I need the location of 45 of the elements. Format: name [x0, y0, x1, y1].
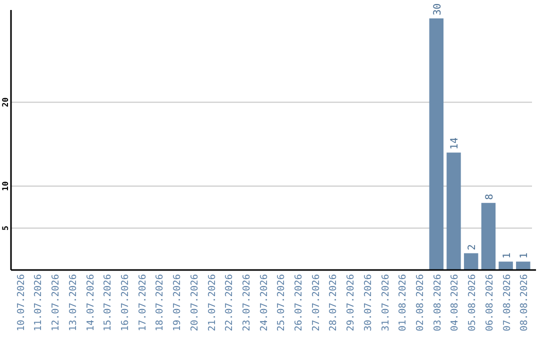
x-tick-label: 03.08.2026 [432, 274, 444, 332]
x-tick-label: 17.07.2026 [137, 274, 148, 332]
x-tick-label: 26.07.2026 [294, 274, 305, 332]
x-tick-label: 07.08.2026 [502, 274, 513, 332]
bar [516, 262, 530, 270]
bar [481, 202, 496, 270]
x-tick-label: 04.08.2026 [450, 274, 461, 332]
bar [498, 262, 513, 270]
x-tick-label: 11.07.2026 [33, 274, 44, 332]
data-label: 30 [432, 3, 444, 16]
x-tick-label: 21.07.2026 [206, 274, 218, 332]
x-tick-label: 22.07.2026 [224, 274, 236, 332]
x-tick-label: 19.07.2026 [172, 274, 184, 332]
x-tick-label: 18.07.2026 [154, 274, 166, 332]
y-tick-label: 5 [1, 225, 10, 230]
x-tick-label: 27.07.2026 [310, 274, 322, 332]
bar [446, 152, 461, 270]
data-label: 1 [502, 252, 513, 259]
bar [429, 18, 444, 270]
data-label: 14 [450, 138, 461, 150]
x-tick-label: 13.07.2026 [68, 274, 79, 332]
x-tick-label: 12.07.2026 [50, 274, 62, 332]
x-tick-label: 16.07.2026 [120, 274, 131, 332]
x-tick-label: 08.08.2026 [519, 274, 530, 332]
x-tick-label: 02.08.2026 [415, 274, 426, 332]
x-tick-label: 28.07.2026 [328, 274, 340, 332]
x-tick-label: 05.08.2026 [467, 274, 478, 332]
x-tick-label: 20.07.2026 [189, 274, 200, 332]
y-tick-label: 10 [1, 181, 10, 191]
x-tick-label: 25.07.2026 [276, 274, 288, 332]
data-label: 1 [519, 252, 530, 259]
y-tick-label: 20 [1, 97, 10, 108]
x-tick-label: 30.07.2026 [362, 274, 374, 332]
data-label: 2 [467, 244, 478, 250]
bar [464, 253, 478, 270]
x-tick-label: 31.07.2026 [380, 274, 392, 332]
x-tick-label: 14.07.2026 [85, 274, 96, 332]
data-label: 8 [484, 194, 496, 200]
x-tick-label: 10.07.2026 [16, 274, 27, 332]
x-tick-label: 24.07.2026 [258, 274, 270, 332]
x-tick-label: 01.08.2026 [398, 274, 409, 332]
x-tick-label: 06.08.2026 [484, 274, 496, 332]
x-tick-label: 29.07.2026 [346, 274, 357, 332]
x-tick-label: 23.07.2026 [241, 274, 252, 332]
x-tick-label: 15.07.2026 [102, 274, 114, 332]
